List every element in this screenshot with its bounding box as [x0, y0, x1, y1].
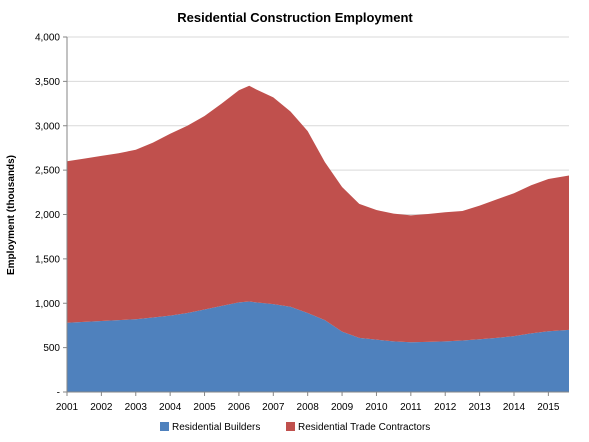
x-tick-label: 2008	[297, 402, 320, 413]
x-tick-label: 2009	[331, 402, 354, 413]
x-tick-label: 2003	[125, 402, 148, 413]
legend-swatch-residential-builders	[160, 422, 169, 431]
x-tick-label: 2012	[434, 402, 457, 413]
area-series	[67, 85, 569, 392]
x-tick-label: 2013	[468, 402, 491, 413]
y-tick-label: 500	[43, 343, 60, 354]
area-residential-builders	[67, 301, 569, 392]
y-tick-label: -	[57, 388, 60, 399]
x-tick-label: 2004	[159, 402, 182, 413]
x-tick-label: 2005	[193, 402, 216, 413]
x-tick-label: 2010	[365, 402, 388, 413]
x-tick-label: 2006	[228, 402, 251, 413]
legend-label-residential-builders: Residential Builders	[172, 422, 260, 433]
legend-label-residential-trade-contractors: Residential Trade Contractors	[298, 422, 430, 433]
x-tick-label: 2011	[400, 402, 422, 413]
y-axis-ticks: - 500 1,000 1,500 2,000 2,500 3,000 3,500 4,000	[35, 33, 67, 399]
x-tick-label: 2002	[90, 402, 113, 413]
y-tick-label: 3,000	[35, 121, 60, 132]
y-tick-label: 2,000	[35, 210, 60, 221]
y-tick-label: 2,500	[35, 166, 60, 177]
x-tick-label: 2007	[262, 402, 285, 413]
y-tick-label: 4,000	[35, 33, 60, 44]
legend-swatch-residential-trade-contractors	[286, 422, 295, 431]
y-tick-label: 1,500	[35, 254, 60, 265]
x-tick-label: 2014	[503, 402, 526, 413]
x-tick-label: 2015	[537, 402, 560, 413]
legend: Residential Builders Residential Trade C…	[160, 422, 430, 433]
y-axis-label: Employment (thousands)	[6, 155, 17, 275]
x-tick-label: 2001	[56, 402, 79, 413]
x-axis-ticks: 2001 2002 2003 2004 2005 2006 2007 2008 2009 2010…	[56, 392, 560, 413]
chart-title: Residential Construction Employment	[177, 10, 413, 25]
area-residential-trade-contractors	[67, 85, 569, 343]
y-tick-label: 1,000	[35, 299, 60, 310]
y-tick-label: 3,500	[35, 77, 60, 88]
